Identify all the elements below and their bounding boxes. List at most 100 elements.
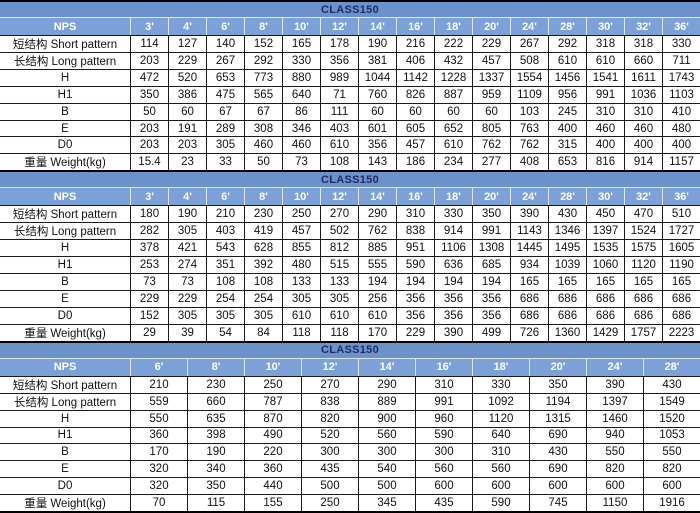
- data-cell: 520: [301, 427, 358, 444]
- data-cell: 15.4: [130, 154, 168, 171]
- row-label: H: [60, 71, 70, 84]
- table-row: 短结构 Short pattern 180 190 210 230 250 270 290 31…: [0, 205, 700, 223]
- data-cell: 356: [396, 307, 434, 324]
- data-cell: 254: [206, 290, 244, 307]
- data-cell: 118: [282, 324, 320, 341]
- data-cell: 826: [396, 86, 434, 103]
- data-cell: 229: [472, 36, 510, 52]
- table-row: D0 203 203 305 460 460 610 356 457 610 762 762 315 40…: [0, 136, 700, 154]
- data-cell: 356: [434, 307, 472, 324]
- data-cell: 1143: [510, 223, 548, 240]
- data-cell: 1535: [586, 240, 624, 257]
- data-cell: 70: [130, 494, 187, 511]
- data-cell: 762: [472, 137, 510, 154]
- column-header: 3': [130, 188, 168, 206]
- data-cell: 686: [548, 307, 586, 324]
- data-cell: 290: [358, 376, 415, 393]
- column-header: 8': [244, 18, 282, 35]
- data-cell: 210: [130, 376, 187, 393]
- column-header: 3': [130, 18, 168, 35]
- data-cell: 320: [130, 461, 187, 478]
- data-cell: 73: [130, 274, 168, 290]
- data-cell: 1190: [662, 257, 700, 274]
- data-cell: 820: [586, 461, 643, 478]
- column-header: 36': [662, 18, 700, 35]
- data-cell: 216: [396, 36, 434, 52]
- data-cell: 432: [434, 53, 472, 69]
- data-cell: 550: [130, 410, 187, 427]
- column-header: 10': [244, 358, 301, 376]
- data-cell: 435: [301, 461, 358, 478]
- data-cell: 277: [472, 154, 510, 171]
- data-cell: 1053: [643, 427, 700, 444]
- column-header: 24': [510, 18, 548, 35]
- row-label: 长结构 Long pattern: [13, 396, 117, 409]
- table-row: E 203 191 289 308 346 403 601 605 652 805 763 400 460…: [0, 119, 700, 137]
- data-cell: 73: [282, 154, 320, 171]
- data-cell: 270: [301, 376, 358, 393]
- column-header: 20': [472, 188, 510, 206]
- data-cell: 686: [510, 290, 548, 307]
- data-cell: 67: [206, 103, 244, 120]
- data-cell: 403: [206, 223, 244, 240]
- row-label: H1: [57, 429, 73, 442]
- column-header: 20': [529, 358, 586, 376]
- data-cell: 386: [168, 86, 206, 103]
- data-cell: 229: [168, 290, 206, 307]
- data-cell: 1228: [434, 70, 472, 86]
- data-cell: 118: [320, 324, 358, 341]
- data-cell: 1460: [586, 410, 643, 427]
- column-header: 12': [320, 18, 358, 35]
- data-cell: 745: [529, 494, 586, 511]
- data-cell: 222: [434, 36, 472, 52]
- data-cell: 430: [643, 376, 700, 393]
- data-cell: 39: [168, 324, 206, 341]
- row-label: D0: [57, 139, 73, 152]
- table-row: H1 350 386 475 565 640 71 760 826 887 959 1109 956 99…: [0, 85, 700, 103]
- data-cell: 520: [168, 70, 206, 86]
- column-header: 8': [187, 358, 244, 376]
- data-cell: 305: [320, 290, 358, 307]
- data-cell: 1044: [358, 70, 396, 86]
- data-cell: 230: [244, 206, 282, 223]
- data-cell: 1727: [662, 223, 700, 240]
- column-header: 6': [130, 358, 187, 376]
- data-cell: 350: [472, 206, 510, 223]
- row-label: E: [61, 463, 69, 476]
- column-header: 8': [244, 188, 282, 206]
- data-cell: 1605: [662, 240, 700, 257]
- data-cell: 400: [662, 137, 700, 154]
- data-cell: 60: [358, 103, 396, 120]
- data-cell: 351: [206, 257, 244, 274]
- data-cell: 812: [320, 240, 358, 257]
- data-cell: 460: [624, 120, 662, 137]
- data-cell: 392: [244, 257, 282, 274]
- data-cell: 1575: [624, 240, 662, 257]
- data-cell: 2223: [662, 324, 700, 341]
- data-cell: 220: [244, 444, 301, 461]
- column-header: 4': [168, 188, 206, 206]
- data-cell: 816: [586, 154, 624, 171]
- table-body: 短结构 Short pattern 180 190 210 230 250 270 290 31…: [0, 205, 700, 341]
- data-cell: 1549: [643, 393, 700, 410]
- data-cell: 346: [282, 120, 320, 137]
- data-cell: 320: [130, 478, 187, 494]
- row-label: 长结构 Long pattern: [13, 226, 117, 239]
- data-cell: 127: [168, 36, 206, 52]
- data-cell: 390: [510, 206, 548, 223]
- data-cell: 33: [206, 154, 244, 171]
- data-cell: 1308: [472, 240, 510, 257]
- data-cell: 480: [662, 120, 700, 137]
- column-header: 12': [301, 358, 358, 376]
- data-cell: 1611: [624, 70, 662, 86]
- data-cell: 460: [244, 137, 282, 154]
- data-cell: 356: [358, 137, 396, 154]
- column-header: 14': [358, 358, 415, 376]
- data-cell: 590: [472, 494, 529, 511]
- data-cell: 170: [130, 444, 187, 461]
- data-cell: 500: [301, 478, 358, 494]
- nps-header: NPS: [53, 361, 77, 374]
- row-label: E: [61, 292, 69, 305]
- data-cell: 250: [301, 494, 358, 511]
- data-cell: 1520: [643, 410, 700, 427]
